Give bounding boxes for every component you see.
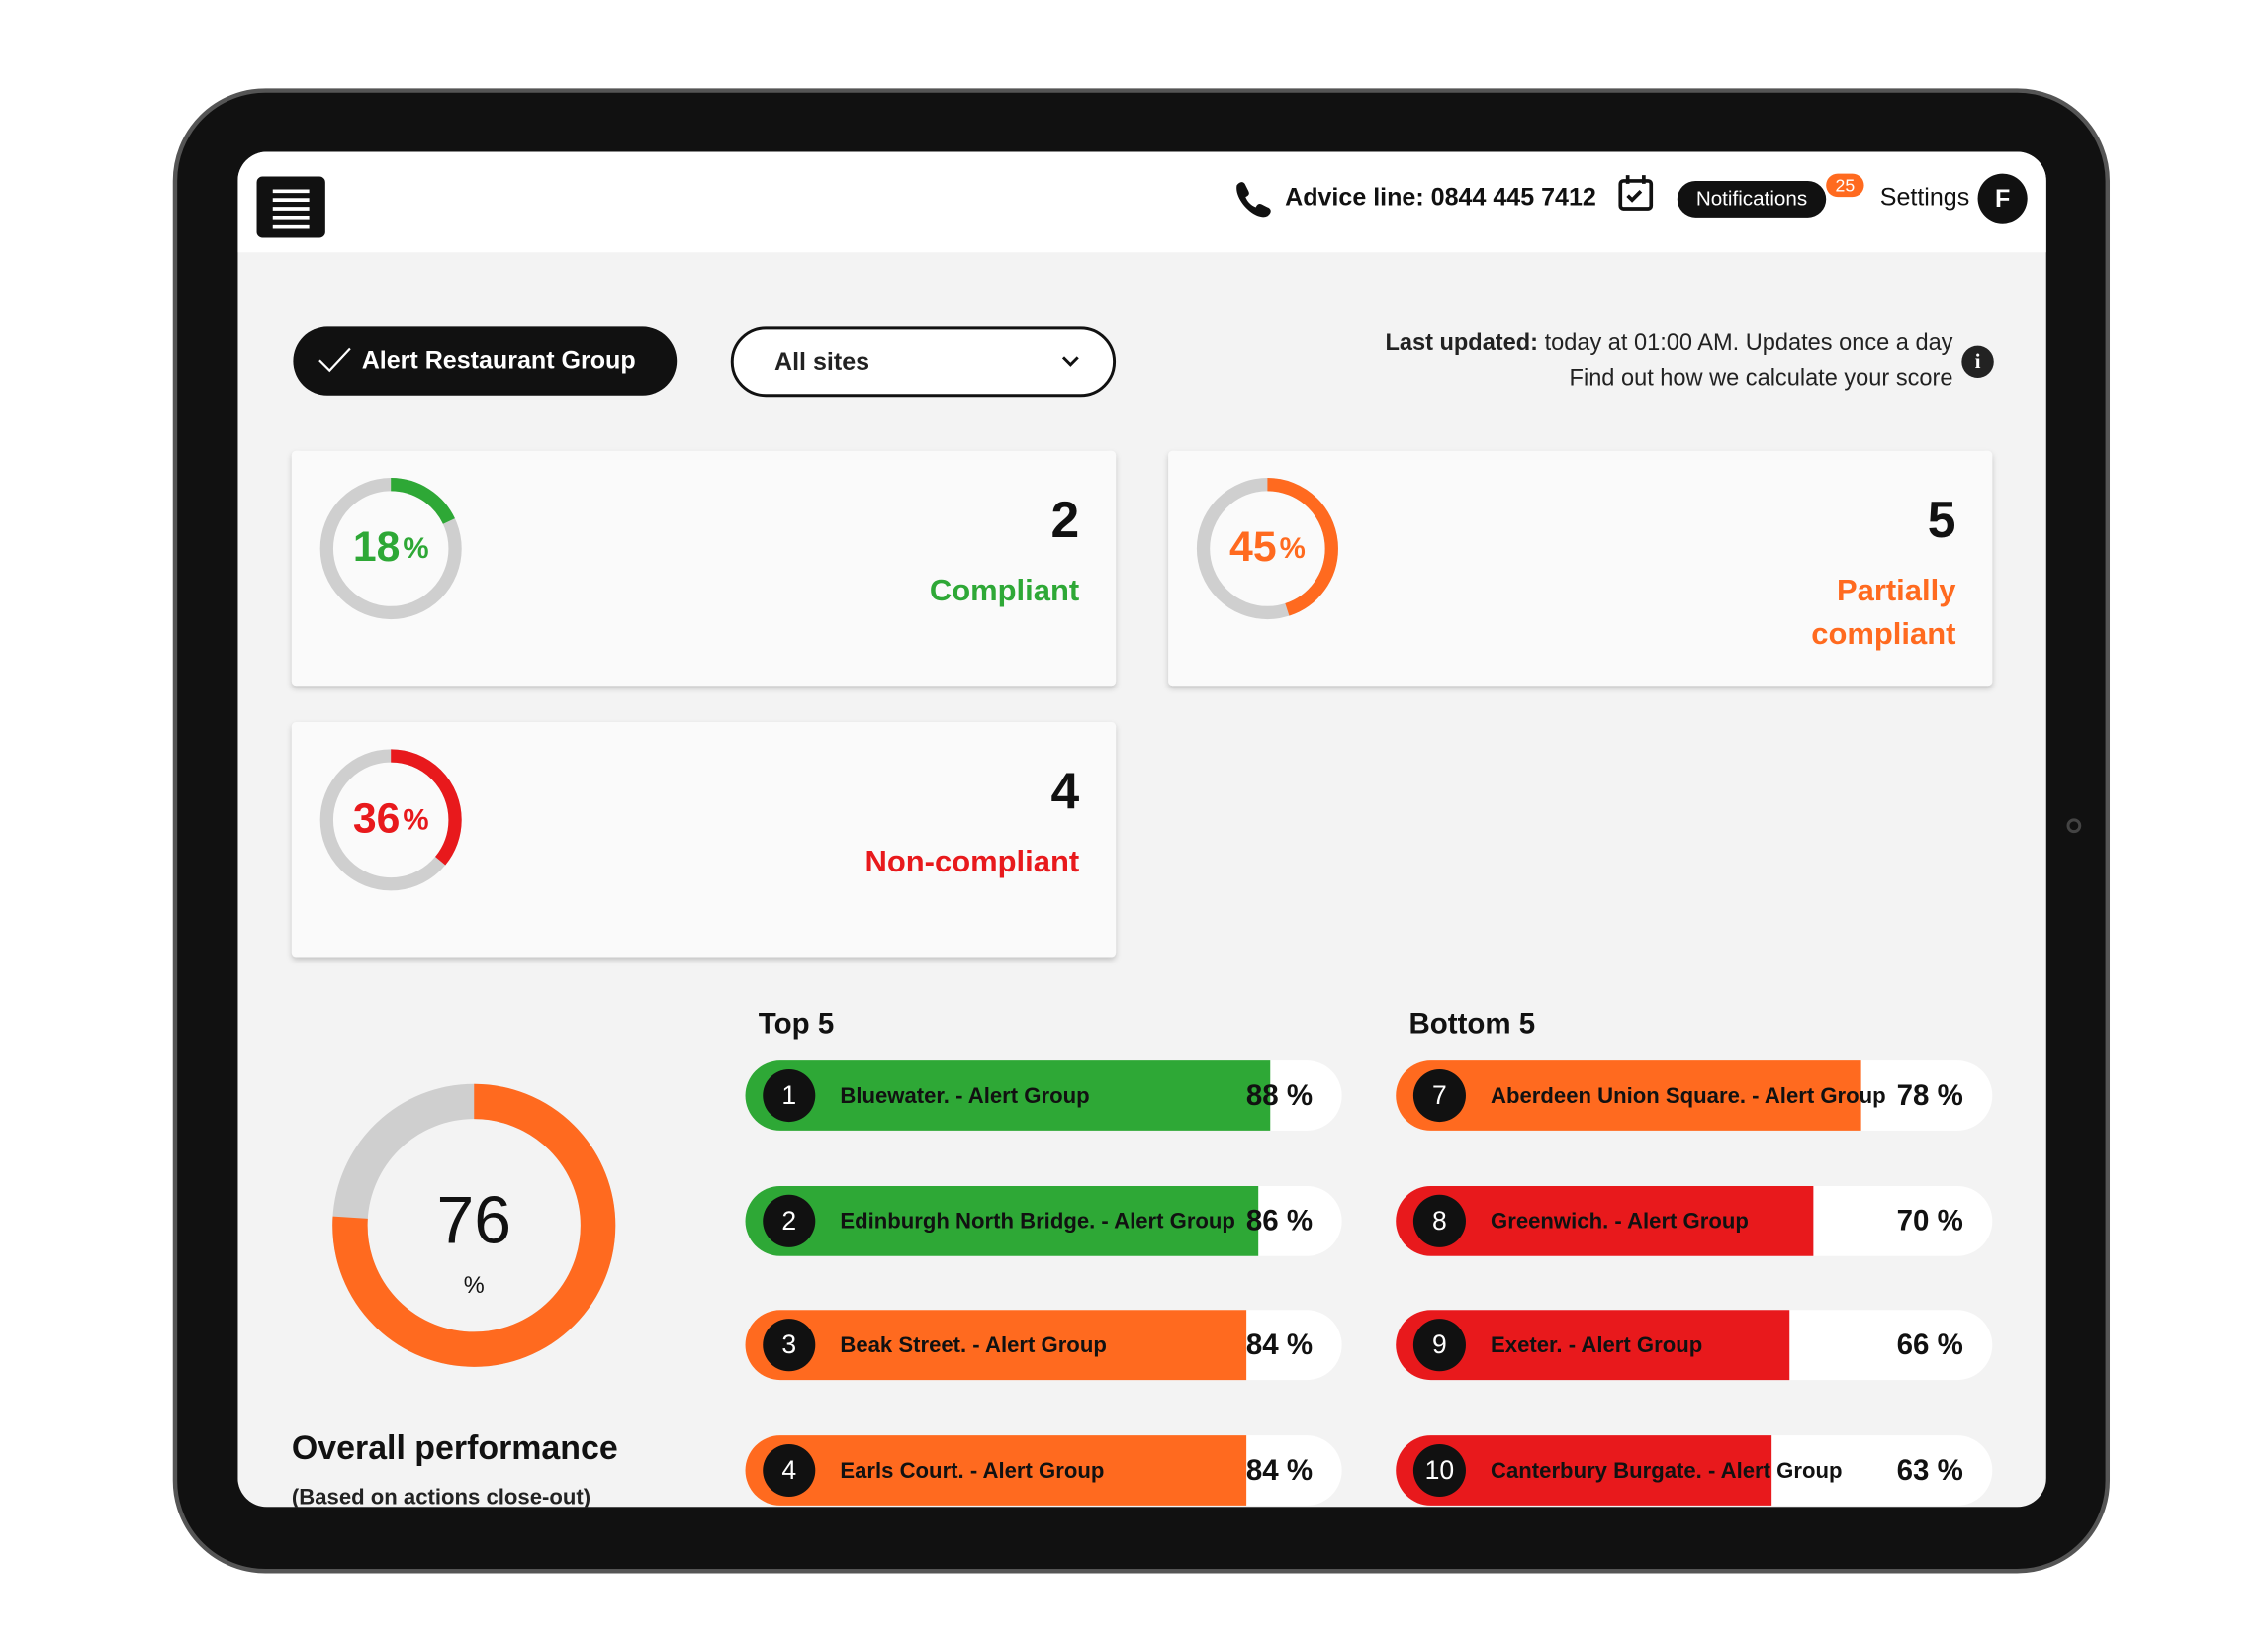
avatar-initial[interactable]: F [1995,185,2010,213]
bar [745,1310,1247,1381]
sites-dropdown-label[interactable]: All sites [774,348,869,376]
rank-badge [1412,1319,1466,1372]
card-count: 5 [1928,491,1956,548]
last-updated: Last updated: today at 01:00 AM. Updates… [1385,329,1952,355]
bottom5-title: Bottom 5 [1408,1008,1535,1041]
rank: 1 [781,1080,796,1110]
info-glyph: i [1975,351,1981,373]
site-score: 70 % [1897,1205,1963,1238]
site-name: Bluewater. - Alert Group [840,1083,1089,1108]
last-updated-label: Last updated: [1385,329,1538,355]
notification-badge [1826,173,1864,198]
top5-title: Top 5 [759,1008,834,1041]
card-label: compliant [1811,616,1955,651]
site-score: 84 % [1246,1454,1313,1487]
settings-link[interactable]: Settings [1880,183,1970,211]
rank: 4 [781,1455,796,1485]
site-name: Aberdeen Union Square. - Alert Group [1491,1083,1886,1108]
site-score: 63 % [1897,1454,1963,1487]
donut-arc [1196,478,1338,620]
rank: 10 [1425,1455,1455,1485]
group-filter-label[interactable]: Alert Restaurant Group [362,346,636,374]
menu-button[interactable] [256,176,325,238]
bar [745,1185,1259,1256]
site-name: Beak Street. - Alert Group [840,1332,1106,1357]
last-updated-text: today at 01:00 AM. Updates once a day [1538,329,1953,355]
summary-card [291,722,1117,958]
chevron [1061,356,1079,367]
bar [1396,1060,1861,1131]
site-name: Exeter. - Alert Group [1491,1332,1702,1357]
card-label: Compliant [930,573,1079,607]
rank-badge [763,1443,816,1498]
notifications-button[interactable] [1677,180,1827,218]
phone-icon [1236,182,1271,218]
calendar-icon[interactable] [1618,175,1654,211]
site-score: 88 % [1246,1079,1313,1112]
summary-card [1168,450,1993,687]
percent-value: 45 [1229,523,1277,571]
bar [745,1060,1271,1131]
card-label: Non-compliant [865,844,1080,878]
site-name: Canterbury Burgate. - Alert Group [1491,1458,1842,1483]
overall-unit: % [464,1272,485,1298]
percent-value: 36 [353,795,401,843]
bar [1396,1435,1772,1506]
rank-badge [1412,1443,1466,1498]
rank-badge [1412,1068,1466,1123]
group-filter[interactable] [293,326,678,396]
check-icon [318,347,351,373]
notification-count: 25 [1836,176,1856,196]
site-score: 86 % [1246,1205,1313,1238]
bar [1396,1310,1790,1381]
percent-unit: % [403,532,428,565]
rank-badge [1412,1194,1466,1247]
overall-value: 76 [437,1184,511,1258]
info-icon[interactable] [1961,345,1994,379]
percent-value: 18 [353,523,401,571]
sites-dropdown[interactable] [730,326,1117,398]
card-count: 4 [1050,762,1079,819]
overall-title: Overall performance [292,1429,618,1467]
site-name: Greenwich. - Alert Group [1491,1209,1749,1234]
rank: 2 [781,1206,796,1236]
card-percent: 45% [1229,523,1306,571]
rank: 8 [1432,1206,1447,1236]
camera [2066,818,2082,834]
site-score: 84 % [1246,1329,1313,1361]
donut-arc [332,1083,616,1367]
site-name: Earls Court. - Alert Group [840,1458,1104,1483]
bar [745,1435,1247,1506]
rank-badge [763,1068,816,1123]
percent-unit: % [1280,532,1306,565]
score-info-link[interactable]: Find out how we calculate your score [1570,365,1953,391]
rank-badge [763,1194,816,1247]
notifications-label[interactable]: Notifications [1696,188,1807,211]
screen: Advice line: 0844 445 7412 Notifications… [237,151,2046,1509]
rank-badge [763,1319,816,1372]
donut-arc [319,749,462,891]
rank: 7 [1432,1080,1447,1110]
percent-unit: % [403,803,428,836]
card-label: Partially [1837,573,1956,607]
card-percent: 18% [353,523,429,571]
site-score: 66 % [1897,1329,1963,1361]
overall-subtitle: (Based on actions close-out) [292,1484,590,1509]
site-score: 78 % [1897,1079,1963,1112]
rank: 9 [1432,1329,1447,1359]
card-percent: 36% [353,795,429,843]
bar [1396,1185,1814,1256]
donut-arc [319,478,462,620]
advice-line[interactable]: Advice line: 0844 445 7412 [1285,183,1596,211]
avatar[interactable] [1977,173,2028,224]
card-count: 2 [1050,491,1079,548]
site-name: Edinburgh North Bridge. - Alert Group [840,1209,1235,1234]
summary-card [291,450,1117,687]
rank: 3 [781,1329,796,1359]
